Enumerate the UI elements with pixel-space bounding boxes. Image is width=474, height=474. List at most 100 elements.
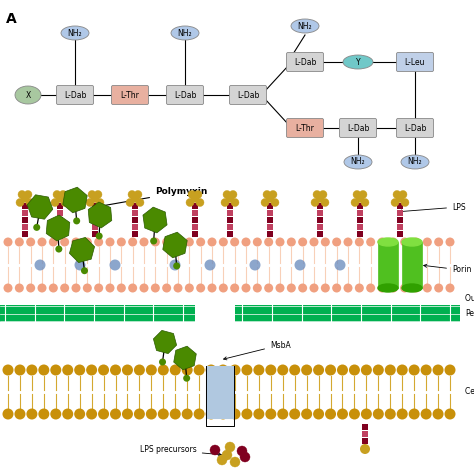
Circle shape xyxy=(182,409,193,419)
Circle shape xyxy=(98,409,109,419)
Circle shape xyxy=(196,283,205,292)
Circle shape xyxy=(249,259,261,271)
Circle shape xyxy=(146,365,157,375)
Circle shape xyxy=(313,409,324,419)
Ellipse shape xyxy=(61,26,89,40)
FancyBboxPatch shape xyxy=(229,85,266,104)
Circle shape xyxy=(389,237,398,246)
Circle shape xyxy=(94,191,102,199)
Circle shape xyxy=(359,191,367,199)
Circle shape xyxy=(159,358,166,365)
Circle shape xyxy=(139,237,148,246)
Circle shape xyxy=(150,237,157,245)
Circle shape xyxy=(2,409,13,419)
Circle shape xyxy=(264,237,273,246)
Bar xyxy=(57,224,63,229)
Bar xyxy=(378,242,398,288)
Bar xyxy=(92,230,98,237)
Circle shape xyxy=(265,365,276,375)
Bar xyxy=(357,230,363,237)
Circle shape xyxy=(96,233,103,239)
Circle shape xyxy=(15,237,24,246)
Bar xyxy=(397,210,403,216)
Circle shape xyxy=(298,283,307,292)
Circle shape xyxy=(310,237,319,246)
Circle shape xyxy=(337,365,348,375)
Circle shape xyxy=(287,237,296,246)
Circle shape xyxy=(21,194,29,202)
Ellipse shape xyxy=(15,86,41,104)
Bar xyxy=(267,202,273,209)
Circle shape xyxy=(230,237,239,246)
Circle shape xyxy=(35,259,46,271)
Circle shape xyxy=(146,409,157,419)
Polygon shape xyxy=(143,207,167,233)
Circle shape xyxy=(185,283,194,292)
Circle shape xyxy=(14,409,26,419)
Bar xyxy=(132,210,138,216)
Circle shape xyxy=(81,267,88,274)
Text: Cell Membrane: Cell Membrane xyxy=(465,388,474,396)
Circle shape xyxy=(240,452,250,462)
Circle shape xyxy=(122,365,133,375)
Circle shape xyxy=(186,199,194,207)
Circle shape xyxy=(170,365,181,375)
Circle shape xyxy=(37,237,46,246)
Text: LPS: LPS xyxy=(399,202,465,213)
Circle shape xyxy=(185,237,194,246)
Circle shape xyxy=(225,442,235,452)
Circle shape xyxy=(241,365,253,375)
Circle shape xyxy=(191,194,199,202)
Circle shape xyxy=(55,246,63,253)
Ellipse shape xyxy=(378,284,398,292)
Bar xyxy=(267,217,273,222)
Circle shape xyxy=(254,365,264,375)
Ellipse shape xyxy=(401,155,429,169)
Circle shape xyxy=(434,237,443,246)
Circle shape xyxy=(128,237,137,246)
Circle shape xyxy=(393,191,401,199)
Text: Peptidoglycan: Peptidoglycan xyxy=(465,309,474,318)
FancyBboxPatch shape xyxy=(286,53,323,72)
Circle shape xyxy=(206,365,217,375)
Circle shape xyxy=(128,191,136,199)
Circle shape xyxy=(49,237,58,246)
Bar xyxy=(357,217,363,222)
Text: L-Dab: L-Dab xyxy=(347,124,369,133)
Circle shape xyxy=(217,455,227,465)
Ellipse shape xyxy=(402,238,422,246)
Bar xyxy=(267,224,273,229)
Bar xyxy=(227,230,233,237)
FancyBboxPatch shape xyxy=(286,118,323,137)
Bar xyxy=(57,217,63,222)
Circle shape xyxy=(287,283,296,292)
Circle shape xyxy=(74,365,85,375)
Circle shape xyxy=(162,283,171,292)
Circle shape xyxy=(361,365,372,375)
Circle shape xyxy=(277,365,288,375)
Circle shape xyxy=(88,191,96,199)
Circle shape xyxy=(446,237,455,246)
Circle shape xyxy=(349,409,360,419)
Polygon shape xyxy=(174,346,196,370)
Polygon shape xyxy=(46,215,70,241)
Circle shape xyxy=(83,283,92,292)
Text: L-Thr: L-Thr xyxy=(296,124,314,133)
Bar xyxy=(192,202,198,209)
Circle shape xyxy=(110,409,121,419)
Circle shape xyxy=(325,409,336,419)
Circle shape xyxy=(98,365,109,375)
Circle shape xyxy=(151,283,160,292)
Circle shape xyxy=(117,283,126,292)
FancyBboxPatch shape xyxy=(339,118,376,137)
Circle shape xyxy=(27,409,37,419)
Circle shape xyxy=(445,365,456,375)
Circle shape xyxy=(332,283,341,292)
Bar xyxy=(362,438,368,444)
Circle shape xyxy=(37,283,46,292)
Circle shape xyxy=(134,191,142,199)
Bar xyxy=(192,210,198,216)
Text: L-Leu: L-Leu xyxy=(405,57,425,66)
Circle shape xyxy=(94,283,103,292)
Circle shape xyxy=(223,191,231,199)
